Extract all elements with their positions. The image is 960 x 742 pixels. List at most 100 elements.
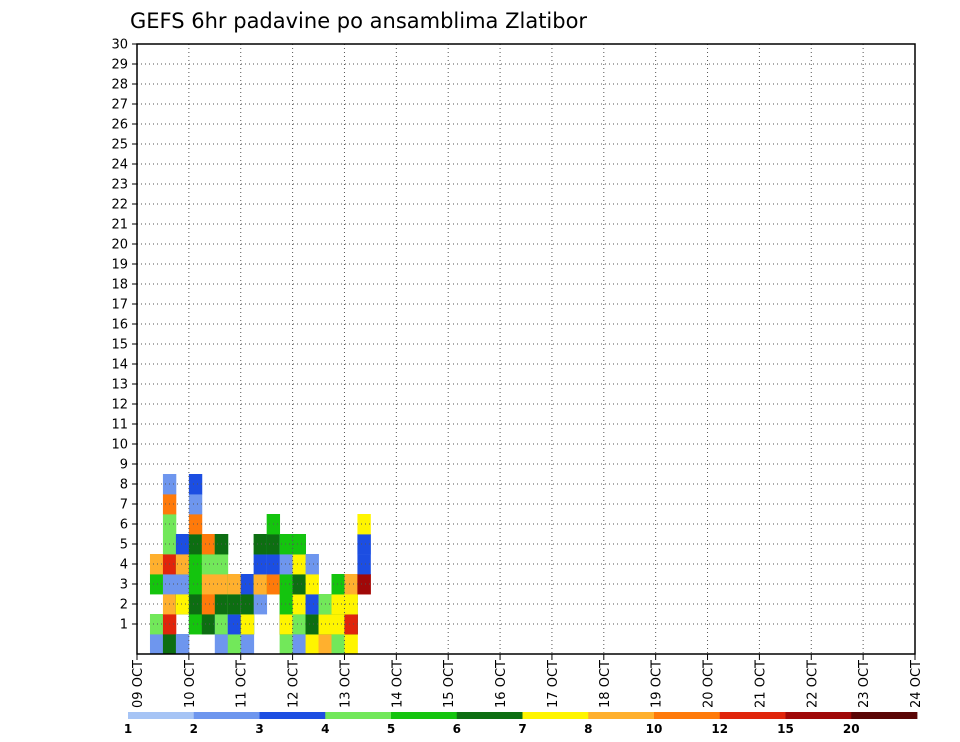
heatmap-cell xyxy=(279,594,293,615)
y-tick-label: 23 xyxy=(111,178,128,193)
heatmap-cells xyxy=(149,474,371,655)
heatmap-cell xyxy=(188,514,203,535)
heatmap-cell xyxy=(292,574,306,595)
y-tick-label: 26 xyxy=(111,118,128,133)
colorbar-swatch xyxy=(391,712,458,719)
x-tick-label: 24 OCT xyxy=(909,660,924,708)
y-tick-label: 29 xyxy=(111,58,128,73)
heatmap-cell xyxy=(318,634,332,655)
y-axis: 1234567891011121314151617181920212223242… xyxy=(111,38,137,633)
heatmap-cell xyxy=(188,594,203,615)
heatmap-cell xyxy=(344,594,358,615)
heatmap-cell xyxy=(305,554,319,575)
heatmap-cell xyxy=(292,614,306,635)
heatmap-cell xyxy=(175,534,190,555)
colorbar-swatch xyxy=(654,712,721,719)
y-tick-label: 28 xyxy=(111,78,128,93)
heatmap-cell xyxy=(201,574,216,595)
y-tick-label: 5 xyxy=(120,538,128,553)
heatmap-cell xyxy=(188,474,203,495)
y-tick-label: 20 xyxy=(111,238,128,253)
heatmap-cell xyxy=(175,554,190,575)
heatmap-cell xyxy=(175,634,190,655)
grid-lines xyxy=(137,43,915,654)
colorbar-swatch xyxy=(325,712,392,719)
colorbar-label: 3 xyxy=(255,722,263,736)
heatmap-cell xyxy=(253,574,268,595)
y-tick-label: 12 xyxy=(111,398,128,413)
colorbar-swatch xyxy=(785,712,852,719)
colorbar-label: 2 xyxy=(190,722,198,736)
heatmap-cell xyxy=(240,574,255,595)
colorbar-label: 20 xyxy=(843,722,860,736)
y-tick-label: 15 xyxy=(111,338,128,353)
y-tick-label: 13 xyxy=(111,378,128,393)
colorbar-swatch xyxy=(456,712,523,719)
colorbar-label: 15 xyxy=(777,722,794,736)
heatmap-cell xyxy=(188,554,203,575)
x-tick-label: 14 OCT xyxy=(390,660,405,708)
y-tick-label: 27 xyxy=(111,98,128,113)
heatmap-cell xyxy=(188,614,203,635)
heatmap-cell xyxy=(292,634,306,655)
y-tick-label: 22 xyxy=(111,198,128,213)
heatmap-cell xyxy=(149,574,164,595)
y-tick-label: 30 xyxy=(111,38,128,53)
heatmap-cell xyxy=(305,574,319,595)
x-tick-label: 17 OCT xyxy=(546,660,561,708)
x-tick-label: 18 OCT xyxy=(598,660,613,708)
colorbar-label: 6 xyxy=(453,722,461,736)
heatmap-cell xyxy=(279,614,293,635)
colorbar-label: 7 xyxy=(518,722,526,736)
heatmap-cell xyxy=(201,594,216,615)
chart-title: GEFS 6hr padavine po ansamblima Zlatibor xyxy=(130,9,587,33)
y-tick-label: 2 xyxy=(120,598,128,613)
x-tick-label: 22 OCT xyxy=(805,660,820,708)
heatmap-cell xyxy=(227,574,242,595)
heatmap-cell xyxy=(253,534,268,555)
y-tick-label: 10 xyxy=(111,438,128,453)
heatmap-cell xyxy=(357,534,371,555)
colorbar: 1 2 3 4 5 6 7 8 10 12 15 20 xyxy=(124,712,918,736)
y-tick-label: 7 xyxy=(120,498,128,513)
x-tick-label: 16 OCT xyxy=(494,660,509,708)
x-tick-label: 15 OCT xyxy=(442,660,457,708)
heatmap-cell xyxy=(188,534,203,555)
heatmap-cell xyxy=(344,574,358,595)
y-tick-label: 14 xyxy=(111,358,128,373)
heatmap-cell xyxy=(279,554,293,575)
y-tick-label: 21 xyxy=(111,218,128,233)
colorbar-swatch xyxy=(851,712,918,719)
heatmap-cell xyxy=(227,634,242,655)
heatmap-cell xyxy=(253,554,268,575)
heatmap-cell xyxy=(201,534,216,555)
heatmap-cell xyxy=(279,634,293,655)
heatmap-cell xyxy=(292,534,306,555)
colorbar-label: 4 xyxy=(321,722,329,736)
y-tick-label: 18 xyxy=(111,278,128,293)
colorbar-swatch xyxy=(522,712,589,719)
heatmap-cell xyxy=(201,614,216,635)
x-tick-label: 12 OCT xyxy=(287,660,302,708)
heatmap-cell xyxy=(214,634,229,655)
heatmap-cell xyxy=(175,574,190,595)
heatmap-cell xyxy=(331,594,345,615)
colorbar-label: 8 xyxy=(584,722,592,736)
heatmap-cell xyxy=(331,634,345,655)
heatmap-cell xyxy=(279,534,293,555)
x-tick-label: 09 OCT xyxy=(131,660,146,708)
heatmap-cell xyxy=(227,614,242,635)
y-tick-label: 25 xyxy=(111,138,128,153)
x-tick-label: 10 OCT xyxy=(183,660,198,708)
colorbar-label: 10 xyxy=(646,722,663,736)
heatmap-cell xyxy=(201,554,216,575)
colorbar-label: 12 xyxy=(711,722,728,736)
heatmap-cell xyxy=(240,614,255,635)
y-tick-label: 3 xyxy=(120,578,128,593)
plot-frame xyxy=(136,43,916,655)
y-tick-label: 8 xyxy=(120,478,128,493)
heatmap-cell xyxy=(149,614,164,635)
heatmap-cell xyxy=(162,634,177,655)
x-tick-label: 11 OCT xyxy=(235,660,250,708)
